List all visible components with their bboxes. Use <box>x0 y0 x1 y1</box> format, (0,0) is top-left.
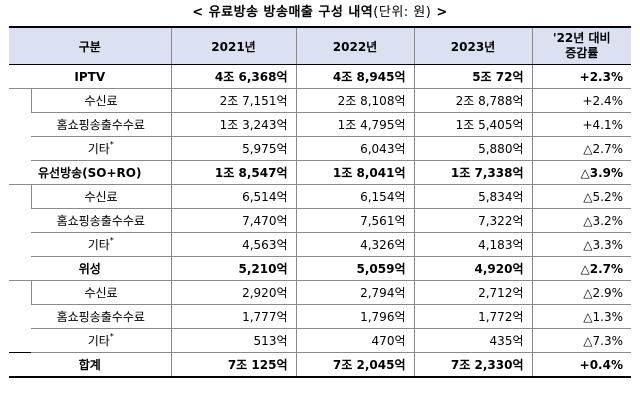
row-label: 기타* <box>31 136 171 161</box>
revenue-table: 구분 2021년 2022년 2023년 '22년 대비 증감률 IPTV 4조 … <box>9 26 631 378</box>
total-row: 합계 7조 125억 7조 2,045억 7조 2,330억 +0.4% <box>9 352 631 378</box>
row-label: 수신료 <box>30 184 171 209</box>
table-row: 수신료 2,920억 2,794억 2,712억 △2.9% <box>9 280 631 305</box>
row-label: 홈쇼핑송출수수료 <box>31 208 171 233</box>
row-label: 유선방송(SO+RO) <box>9 160 171 185</box>
table-row: 유선방송(SO+RO) 1조 8,547억 1조 8,041억 1조 7,338… <box>9 160 631 185</box>
row-label: 홈쇼핑송출수수료 <box>31 112 171 137</box>
header-row: 구분 2021년 2022년 2023년 '22년 대비 증감률 <box>9 26 631 65</box>
row-label: 수신료 <box>30 88 171 113</box>
header-2021: 2021년 <box>170 26 296 65</box>
row-label: 합계 <box>9 352 171 378</box>
header-change: '22년 대비 증감률 <box>531 26 631 65</box>
table-row: 기타* 5,975억 6,043억 5,880억 △2.7% <box>9 136 631 161</box>
row-label: 기타* <box>31 232 171 257</box>
table-title: < 유료방송 방송매출 구성 내역(단위: 원) > <box>192 5 448 20</box>
table-row: 기타* 513억 470억 435억 △7.3% <box>9 328 631 353</box>
row-label: 수신료 <box>30 280 171 305</box>
footnote-mark: * <box>109 236 114 245</box>
row-label: IPTV <box>9 64 171 89</box>
header-2023: 2023년 <box>413 26 532 65</box>
header-2022: 2022년 <box>295 26 414 65</box>
header-category: 구분 <box>9 26 171 65</box>
table-unit: (단위: 원) <box>373 5 432 20</box>
table-row: 홈쇼핑송출수수료 1,777억 1,796억 1,772억 △1.3% <box>9 304 631 329</box>
table-row: 기타* 4,563억 4,326억 4,183억 △3.3% <box>9 232 631 257</box>
footnote-mark: * <box>109 140 114 149</box>
footnote-mark: * <box>109 332 114 341</box>
table-row: 홈쇼핑송출수수료 1조 3,243억 1조 4,795억 1조 5,405억 +… <box>9 112 631 137</box>
table-row: 홈쇼핑송출수수료 7,470억 7,561억 7,322억 △3.2% <box>9 208 631 233</box>
table-row: 위성 5,210억 5,059억 4,920억 △2.7% <box>9 256 631 281</box>
row-label: 기타* <box>31 328 171 353</box>
row-label: 홈쇼핑송출수수료 <box>31 304 171 329</box>
table-row: IPTV 4조 6,368억 4조 8,945억 5조 72억 +2.3% <box>9 64 631 89</box>
row-label: 위성 <box>9 256 171 281</box>
table-row: 수신료 6,514억 6,154억 5,834억 △5.2% <box>9 184 631 209</box>
table-row: 수신료 2조 7,151억 2조 8,108억 2조 8,788억 +2.4% <box>9 88 631 113</box>
